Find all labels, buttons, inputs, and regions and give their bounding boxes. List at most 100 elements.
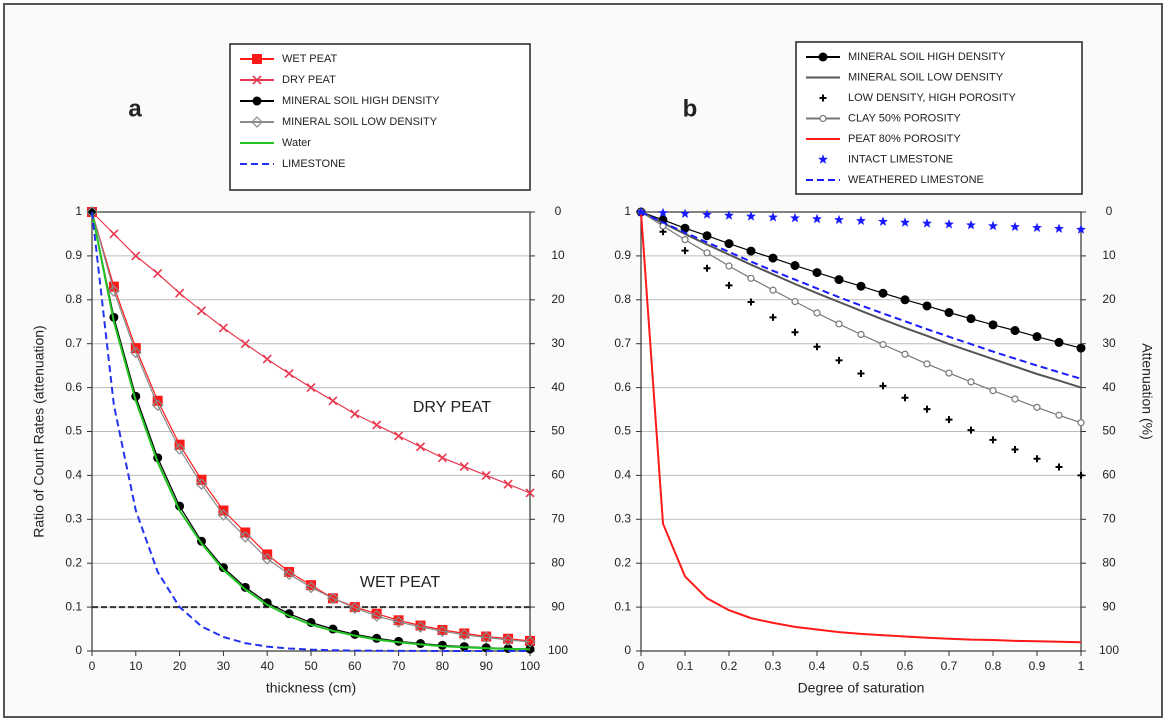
data-point: [1054, 223, 1064, 233]
y2-tick-label: 50: [1102, 424, 1116, 438]
y-tick-label: 1: [75, 204, 82, 218]
data-point: [458, 628, 471, 641]
data-point: [1011, 445, 1019, 453]
data-point: [306, 383, 316, 393]
legend-label: MINERAL SOIL HIGH DENSITY: [282, 95, 440, 107]
y-tick-label: 0.6: [65, 380, 82, 394]
x-tick-label: 0.8: [985, 659, 1002, 673]
data-point: [262, 354, 272, 364]
data-point: [835, 356, 843, 364]
data-point: [239, 531, 252, 543]
annotation: WET PEAT: [360, 574, 441, 591]
y2-tick-label: 40: [1102, 380, 1116, 394]
data-point: [131, 251, 141, 261]
data-point: [944, 308, 954, 318]
y-tick-label: 0.3: [614, 511, 631, 525]
series-line: [640, 211, 1082, 644]
data-point: [261, 552, 274, 565]
legend-label: CLAY 50% POROSITY: [848, 112, 961, 124]
data-point: [680, 208, 690, 218]
data-point: [878, 288, 888, 298]
data-point: [658, 207, 668, 218]
x-tick-label: 60: [348, 659, 362, 673]
y-tick-label: 0.6: [614, 380, 631, 394]
x-axis-label: thickness (cm): [266, 680, 356, 696]
y2-tick-label: 50: [551, 424, 565, 438]
data-point: [1055, 411, 1063, 419]
data-point: [681, 236, 689, 244]
data-point: [459, 462, 469, 472]
data-point: [195, 478, 208, 491]
y2-tick-label: 60: [1102, 468, 1116, 482]
data-point: [129, 346, 142, 359]
x-tick-label: 0.2: [721, 659, 738, 673]
y-tick-label: 0.8: [614, 292, 631, 306]
y-tick-label: 0: [75, 643, 82, 657]
y-tick-label: 0.8: [65, 292, 82, 306]
data-point: [834, 214, 844, 225]
y-tick-label: 0.2: [614, 555, 631, 569]
data-point: [1033, 455, 1041, 463]
legend-label: DRY PEAT: [282, 74, 336, 86]
y2-axis-label: Attenuation (%): [1139, 343, 1155, 440]
y2-tick-label: 40: [551, 380, 565, 394]
data-point: [989, 436, 997, 444]
data-point: [502, 634, 514, 646]
data-point: [790, 212, 800, 223]
legend-marker: [252, 96, 262, 106]
data-point: [1010, 221, 1020, 232]
data-point: [348, 602, 361, 614]
data-point: [725, 281, 733, 289]
y2-tick-label: 30: [1102, 336, 1116, 350]
x-tick-label: 50: [304, 659, 318, 673]
data-point: [900, 217, 910, 227]
y-tick-label: 1: [624, 204, 631, 218]
series-line: [640, 211, 1082, 380]
data-point: [503, 479, 513, 489]
data-point: [900, 295, 910, 305]
data-point: [790, 261, 800, 271]
x-tick-label: 10: [129, 659, 143, 673]
y2-tick-label: 80: [551, 555, 565, 569]
legend-marker: [818, 154, 828, 164]
legend-label: MINERAL SOIL LOW DENSITY: [848, 71, 1004, 83]
data-point: [725, 262, 733, 270]
data-point: [703, 264, 711, 272]
data-point: [813, 309, 821, 317]
data-point: [327, 592, 339, 605]
y2-tick-label: 30: [551, 336, 565, 350]
data-point: [702, 231, 712, 241]
y-tick-label: 0: [624, 643, 631, 657]
data-point: [414, 621, 427, 633]
data-point: [415, 442, 426, 452]
data-point: [283, 568, 295, 581]
data-point: [746, 246, 756, 256]
y2-tick-label: 10: [551, 248, 565, 262]
data-point: [813, 343, 821, 351]
y2-tick-label: 90: [1102, 599, 1116, 613]
legend-marker: [251, 116, 263, 128]
x-tick-label: 0: [89, 659, 96, 673]
y-tick-label: 0.4: [65, 468, 82, 482]
series-line: [91, 211, 531, 643]
legend-label: Water: [282, 137, 311, 149]
data-point: [240, 339, 250, 349]
data-point: [834, 275, 844, 285]
data-point: [988, 220, 998, 231]
y2-tick-label: 10: [1102, 248, 1116, 262]
data-point: [945, 416, 953, 424]
y-tick-label: 0.9: [65, 248, 82, 262]
legend-marker: [818, 52, 828, 62]
data-point: [857, 330, 865, 339]
data-point: [966, 314, 976, 324]
data-point: [175, 288, 185, 298]
data-point: [284, 368, 294, 379]
x-tick-label: 30: [217, 659, 231, 673]
data-point: [459, 628, 470, 639]
data-point: [856, 215, 866, 225]
x-tick-label: 80: [436, 659, 450, 673]
legend-label: WET PEAT: [282, 53, 337, 65]
y-tick-label: 0.5: [65, 424, 82, 438]
data-point: [703, 249, 711, 257]
data-point: [196, 306, 207, 316]
